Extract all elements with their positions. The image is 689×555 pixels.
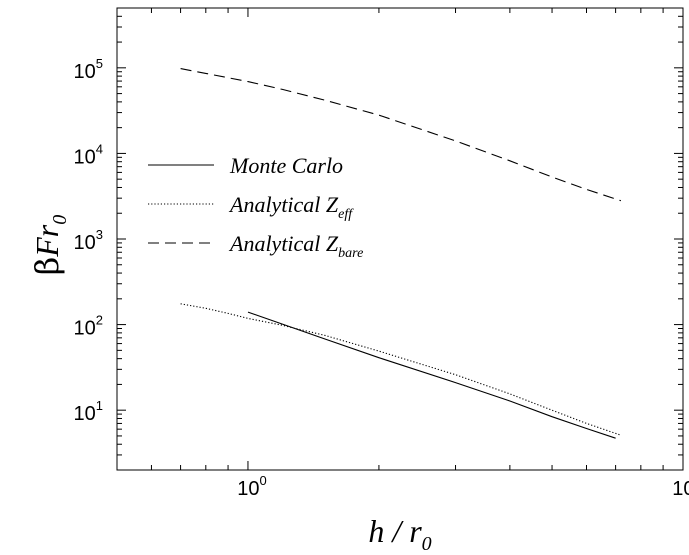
legend-label-subscript: bare [338,246,363,261]
y-tick-label-base: 10 [74,403,96,425]
y-tick-label-exponent: 1 [96,398,103,413]
series-line-dashed [180,68,622,202]
legend-label: Monte Carlo [229,153,343,178]
y-tick-label-base: 10 [74,232,96,254]
legend-label-main: Analytical Z [228,231,339,256]
x-axis-label-sub: 0 [422,533,432,555]
y-tick-label: 105 [74,56,103,83]
x-tick-label-exponent: 0 [259,473,266,488]
x-axis-label: h / r0 [368,513,431,555]
axis-ticks: 100101101102103104105 [74,7,689,500]
legend-label: Analytical Zeff [228,192,354,222]
y-tick-label-exponent: 2 [96,313,103,328]
y-tick-label-exponent: 5 [96,56,103,71]
y-tick-label: 102 [74,313,103,340]
y-tick-label-base: 10 [74,318,96,340]
legend-label-subscript: eff [338,207,354,222]
x-tick-label: 100 [237,473,266,500]
y-tick-label: 103 [74,227,103,254]
y-tick-label: 101 [74,398,103,425]
x-tick-label: 101 [672,473,689,500]
x-tick-label-base: 10 [237,478,259,500]
plot-area-border [116,7,684,471]
legend-label-main: Monte Carlo [229,153,343,178]
x-axis-label-main: h / r [368,513,422,549]
y-tick-label-base: 10 [74,61,96,83]
y-tick-label-exponent: 4 [96,141,103,156]
y-tick-label-exponent: 3 [96,227,103,242]
y-axis-label-sub: 0 [49,215,71,225]
legend-label-main: Analytical Z [228,192,339,217]
legend-label: Analytical Zbare [228,231,363,261]
y-axis-label-main: Fr [29,224,65,258]
series-line-solid [247,311,616,439]
y-axis-label: βFr0 [28,215,71,276]
y-axis-label-greek: β [28,257,66,276]
plot-frame [116,7,684,471]
y-tick-label: 104 [74,141,103,168]
x-tick-label-base: 10 [672,478,689,500]
y-tick-label-base: 10 [74,146,96,168]
series-lines [180,68,622,439]
series-line-dotted [180,303,622,436]
